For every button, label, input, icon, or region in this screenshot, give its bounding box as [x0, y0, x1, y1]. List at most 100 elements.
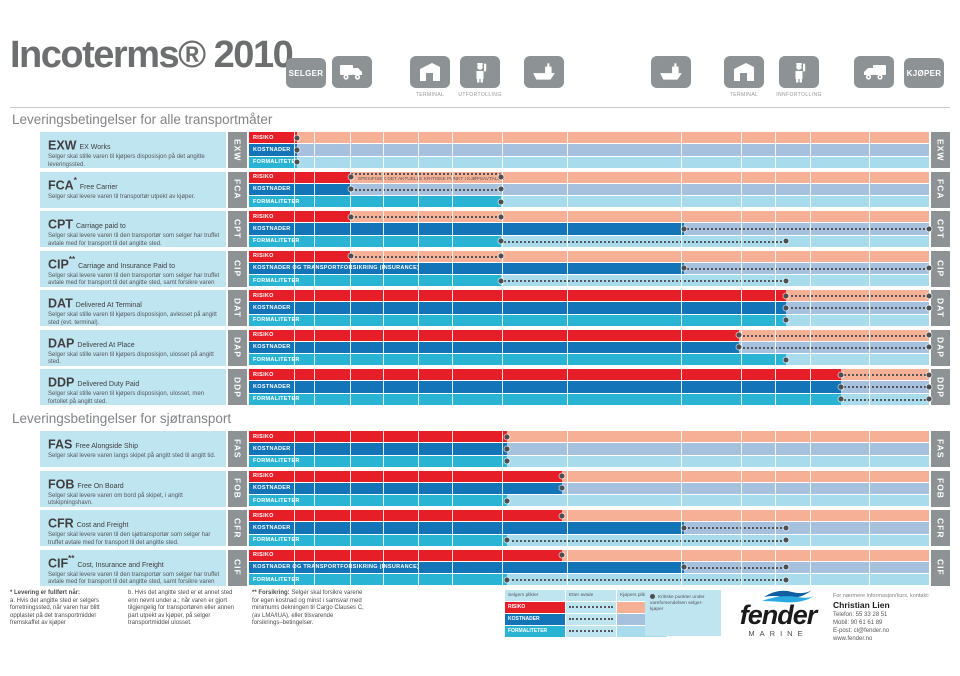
critical-point-dot: [498, 214, 504, 220]
seller-segment: KOSTNADER: [249, 302, 787, 314]
left-code-tab-label: FCA: [232, 179, 243, 200]
legend-column-header: Kjøpers plikter: [617, 590, 667, 601]
term-code: CIP: [48, 256, 69, 271]
term-info: CFR Cost and Freight Selger skal levere v…: [40, 510, 226, 546]
contact-name: Christian Lien: [833, 600, 890, 610]
term-code: EXW: [48, 138, 77, 153]
critical-point-dot: [681, 226, 687, 232]
left-code-tab: DAP: [228, 329, 247, 366]
terminal-icon: [410, 56, 450, 88]
critical-point-dot: [838, 384, 844, 390]
buyer-badge-label: KJØPER: [906, 68, 942, 78]
legend-buyer-swatch: [617, 626, 667, 637]
critical-point-dot: [926, 344, 932, 350]
term-description: Selger skal levere varen om bord på skip…: [48, 492, 183, 507]
left-code-tab: FAS: [228, 431, 247, 467]
term-info: CIP**Carriage and Insurance Paid to Selg…: [40, 250, 226, 287]
seller-segment: FORMALITETER: [249, 235, 501, 247]
right-code-tab-label: DAT: [935, 298, 946, 318]
seller-segment: RISIKO: [249, 250, 351, 262]
term-name: Carriage paid to: [76, 223, 126, 231]
track-label: RISIKO: [253, 134, 274, 141]
right-code-tab: CIF: [931, 549, 950, 586]
kostnader-track: KOSTNADER: [249, 183, 929, 196]
risiko-track: RISIKO: [249, 329, 932, 341]
incoterm-row: FOB Free On Board Selger skal levere vare…: [40, 470, 950, 507]
critical-point-dot: [348, 214, 354, 220]
formaliteter-track: FORMALITETER: [249, 196, 929, 208]
bar-area: RISIKO KOSTNADER FORMALITETER: [249, 431, 929, 467]
formaliteter-track: FORMALITETER: [249, 534, 929, 546]
seller-segment: RISIKO: [249, 369, 841, 381]
track-label: KOSTNADER: [253, 225, 291, 232]
seller-segment: RISIKO: [249, 431, 508, 443]
legend-table: Selgers plikter Etter avtale Kjøpers plikt…: [505, 590, 667, 637]
contact-block: For nærmere informasjon/kurs, kontakt: C…: [833, 592, 929, 643]
seller-segment: KOSTNADER: [249, 443, 508, 455]
kostnader-track: KOSTNADER OG TRANSPORTFORSIKRING (INSURA…: [249, 262, 932, 275]
left-code-tab-label: DDP: [232, 376, 243, 398]
term-name: Free Alongside Ship: [75, 443, 138, 451]
term-code: DDP: [48, 375, 75, 390]
legend-agreement-swatch: [566, 602, 616, 613]
critical-point-dot: [498, 186, 504, 192]
critical-point-dot: [498, 238, 504, 244]
risiko-track: RISIKO: [249, 470, 929, 482]
kostnader-track: KOSTNADER: [249, 381, 932, 393]
track-label: KOSTNADER: [253, 304, 291, 311]
footnote-insurance-body: Selger skal forsikre varene for egen kos…: [252, 590, 364, 626]
critical-point-dot: [348, 186, 354, 192]
header-divider: [10, 107, 950, 108]
track-label: KOSTNADER: [253, 186, 291, 193]
critical-point-dot: [736, 332, 742, 338]
critical-point-dot: [348, 174, 354, 180]
terminal-label-2: TERMINAL: [729, 92, 759, 98]
critical-point-dot: [504, 537, 510, 543]
term-info: DAP Delivered At Place Selger skal stille…: [40, 329, 226, 366]
left-code-tab-label: DAT: [232, 298, 243, 318]
risiko-track: RISIKO SPESIFISER DET AKTUELLE KRITISKE P…: [249, 171, 929, 183]
term-info: EXW EX Works Selger skal stille varen til…: [40, 132, 226, 168]
bar-area: RISIKO KOSTNADER FORMALITETER: [249, 470, 929, 507]
bar-area: RISIKO KOSTNADER OG TRANSPORTFORSIKRING (…: [249, 250, 932, 287]
seller-segment: RISIKO: [249, 211, 351, 223]
bar-area: RISIKO KOSTNADER OG TRANSPORTFORSIKRING (…: [249, 549, 929, 586]
critical-point-caption: SPESIFISER DET AKTUELLE KRITISKE PUNKT I…: [357, 176, 505, 182]
track-label: KOSTNADER: [253, 146, 291, 153]
contact-website[interactable]: www.fender.no: [833, 636, 873, 642]
critical-point-dot: [783, 238, 789, 244]
critical-point-dot: [498, 253, 504, 259]
track-label: RISIKO: [253, 371, 274, 378]
seller-segment: RISIKO: [249, 329, 739, 341]
incoterm-row: EXW EX Works Selger skal stille varen til…: [40, 132, 950, 168]
bar-area: RISIKO KOSTNADER FORMALITETER: [249, 329, 932, 366]
term-name: Carriage and Insurance Paid to: [78, 262, 175, 270]
critical-point-dot: [681, 265, 687, 271]
term-info: DDP Delivered Duty Paid Selger skal still…: [40, 369, 226, 405]
term-code: FCA: [48, 177, 74, 192]
negotiable-segment: [738, 346, 929, 349]
critical-point-dot: [559, 513, 565, 519]
terminal-icon-2: [724, 56, 764, 88]
term-code: CPT: [48, 217, 73, 232]
incoterm-row: FCA*Free Carrier Selger skal levere vare…: [40, 171, 950, 208]
incoterm-row: DAT Delivered At Terminal Selger skal sti…: [40, 290, 950, 326]
seller-segment: KOSTNADER OG TRANSPORTFORSIKRING (INSURA…: [249, 561, 685, 574]
critical-point-dot: [504, 458, 510, 464]
critical-point-dot: [783, 357, 789, 363]
logo-wordmark: fender: [739, 600, 818, 630]
critical-point-dot: [926, 265, 932, 271]
risiko-track: RISIKO: [249, 369, 932, 381]
term-code: DAT: [48, 296, 73, 311]
export-customs-officer-icon: [460, 56, 500, 88]
track-label: KOSTNADER: [253, 344, 291, 351]
negotiable-segment: [351, 173, 501, 176]
right-code-tab-label: CIF: [935, 559, 946, 576]
contact-email[interactable]: E-post: cl@fender.no: [833, 628, 890, 634]
truck-icon-2: [854, 56, 894, 88]
negotiable-segment: [840, 398, 929, 401]
critical-point-dot: [926, 332, 932, 338]
track-label: FORMALITETER: [253, 396, 300, 403]
formaliteter-track: FORMALITETER: [249, 156, 929, 168]
right-code-tab: CFR: [931, 510, 950, 546]
